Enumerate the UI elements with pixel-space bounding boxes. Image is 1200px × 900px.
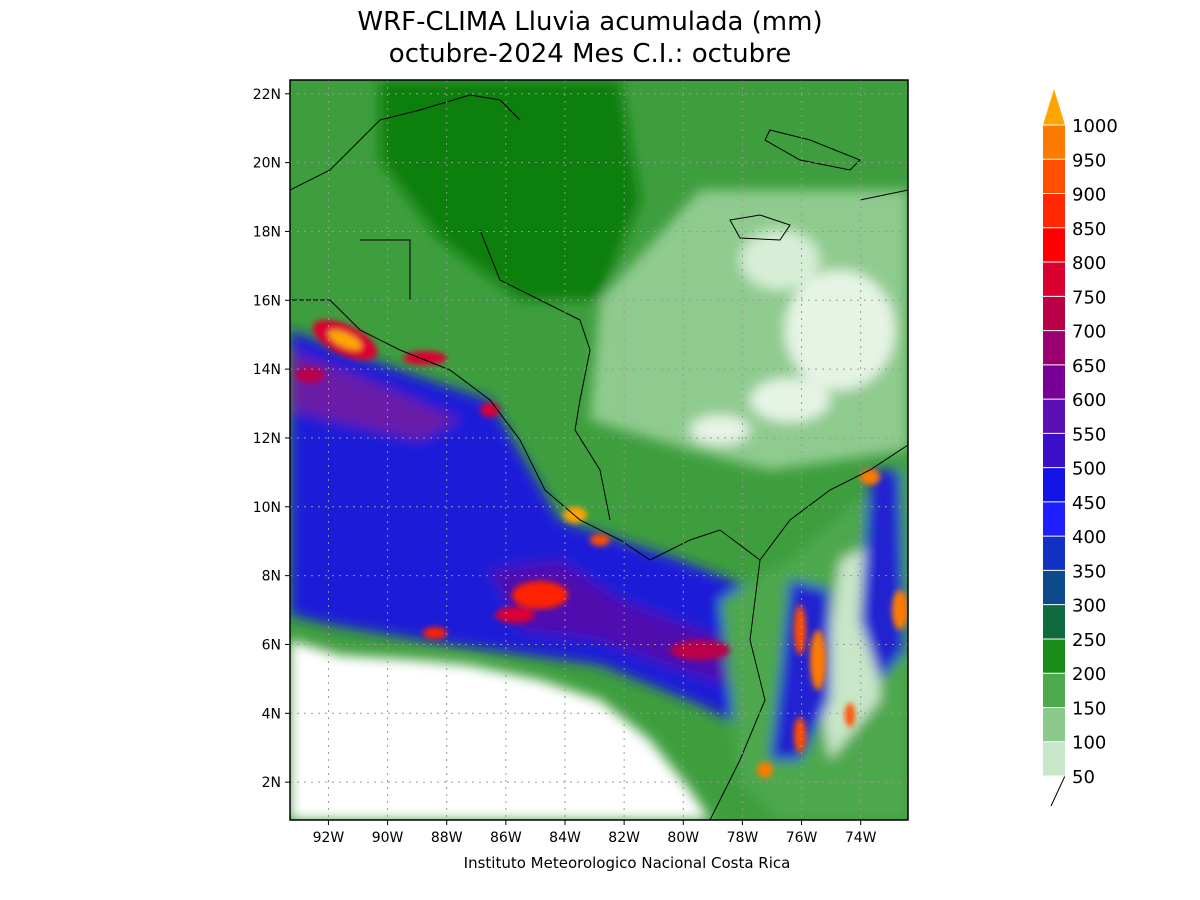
credit: Instituto Meteorologico Nacional Costa R… — [464, 854, 791, 872]
field-peaks — [295, 319, 908, 778]
map-ticks: 92W 90W 88W 86W 84W 82W 80W 78W 76W 74W 2N 4N 6N 8N 10… — [253, 87, 877, 846]
x-tick-label: 90W — [372, 830, 404, 846]
map-grid — [290, 80, 908, 820]
colorbar-bin — [1043, 433, 1065, 468]
colorbar-bin — [1043, 467, 1065, 502]
colorbar-bin — [1043, 193, 1065, 228]
x-tick-label: 88W — [431, 830, 463, 846]
x-tick-label: 86W — [490, 830, 522, 846]
colorbar-bin — [1043, 741, 1065, 776]
colorbar-bin — [1043, 227, 1065, 263]
colorbar-label: 650 — [1072, 356, 1106, 377]
colorbar-bin — [1043, 604, 1065, 639]
colorbar-label: 850 — [1072, 219, 1106, 240]
x-tick-label: 82W — [608, 830, 640, 846]
colorbar-label: 600 — [1072, 390, 1106, 411]
y-tick-label: 12N — [253, 431, 281, 447]
rain-field — [290, 80, 908, 820]
title-line: octubre-2024 Mes C.I.: octubre — [389, 39, 791, 69]
x-tick-label: 76W — [786, 830, 818, 846]
colorbar-bin — [1043, 673, 1065, 708]
colorbar-label: 450 — [1072, 493, 1106, 514]
colorbar-over — [1043, 89, 1065, 125]
colorbar-bin — [1043, 262, 1065, 297]
x-tick-label: 78W — [727, 830, 759, 846]
colorbar-label: 700 — [1072, 322, 1106, 343]
colorbar-bin — [1043, 399, 1065, 434]
y-tick-label: 20N — [253, 156, 281, 172]
y-tick-label: 18N — [253, 224, 281, 240]
colorbar-bin — [1043, 364, 1065, 400]
colorbar-bin — [1043, 330, 1065, 365]
coastlines — [290, 94, 908, 820]
x-tick-label: 92W — [313, 830, 345, 846]
colorbar-label: 950 — [1072, 150, 1106, 171]
y-tick-label: 22N — [253, 87, 281, 103]
x-tick-label: 74W — [845, 830, 877, 846]
y-tick-label: 4N — [262, 706, 281, 722]
colorbar-label: 150 — [1072, 698, 1106, 719]
colorbar-label: 800 — [1072, 253, 1106, 274]
y-tick-label: 14N — [253, 362, 281, 378]
colorbar-label: 750 — [1072, 287, 1106, 308]
colorbar-bin — [1043, 638, 1065, 674]
colorbar-label: 400 — [1072, 527, 1106, 548]
x-tick-label: 80W — [667, 830, 699, 846]
colorbar-label: 100 — [1072, 733, 1106, 754]
colorbar-bin — [1043, 296, 1065, 331]
colorbar: 50 100 150 200 250 300 350 400 450 500 550 600 650 70… — [1043, 89, 1118, 807]
colorbar-bin — [1043, 570, 1065, 605]
colorbar-bin — [1043, 536, 1065, 571]
y-tick-label: 16N — [253, 293, 281, 309]
colorbar-label: 200 — [1072, 664, 1106, 685]
colorbar-bin — [1043, 707, 1065, 742]
colorbar-label: 900 — [1072, 185, 1106, 206]
colorbar-label: 550 — [1072, 424, 1106, 445]
colorbar-label: 300 — [1072, 596, 1106, 617]
colorbar-label: 500 — [1072, 459, 1106, 480]
field-shapes — [290, 80, 908, 820]
colorbar-bin — [1043, 501, 1065, 537]
y-tick-label: 6N — [262, 637, 281, 653]
y-tick-label: 2N — [262, 775, 281, 791]
colorbar-bin — [1043, 125, 1065, 160]
map-frame — [289, 79, 909, 821]
colorbar-bin — [1043, 159, 1065, 194]
y-tick-label: 8N — [262, 569, 281, 585]
x-tick-label: 84W — [549, 830, 581, 846]
colorbar-label: 350 — [1072, 561, 1106, 582]
colorbar-label: 1000 — [1072, 116, 1118, 137]
title-line: WRF-CLIMA Lluvia acumulada (mm) — [357, 7, 822, 37]
colorbar-label: 50 — [1072, 767, 1095, 788]
colorbar-label: 250 — [1072, 630, 1106, 651]
colorbar-under — [1043, 775, 1066, 807]
y-tick-label: 10N — [253, 500, 281, 516]
